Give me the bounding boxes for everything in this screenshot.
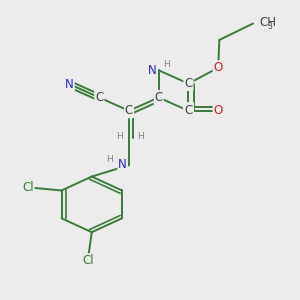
Text: H: H (163, 60, 170, 69)
Text: N: N (148, 64, 157, 77)
Text: C: C (125, 104, 133, 117)
Text: H: H (106, 155, 113, 164)
Text: O: O (184, 103, 193, 116)
Text: C: C (184, 104, 193, 117)
Text: C: C (184, 77, 193, 90)
Text: O: O (214, 61, 223, 74)
Text: O: O (214, 104, 223, 117)
Text: C: C (154, 91, 163, 104)
Text: N: N (118, 158, 127, 171)
Text: Cl: Cl (82, 254, 94, 267)
Text: Cl: Cl (22, 181, 34, 194)
Text: H: H (116, 132, 122, 141)
Text: H: H (137, 132, 144, 141)
Text: C: C (95, 91, 103, 104)
Text: 3: 3 (268, 22, 273, 31)
Text: N: N (65, 78, 74, 91)
Text: CH: CH (259, 16, 276, 29)
